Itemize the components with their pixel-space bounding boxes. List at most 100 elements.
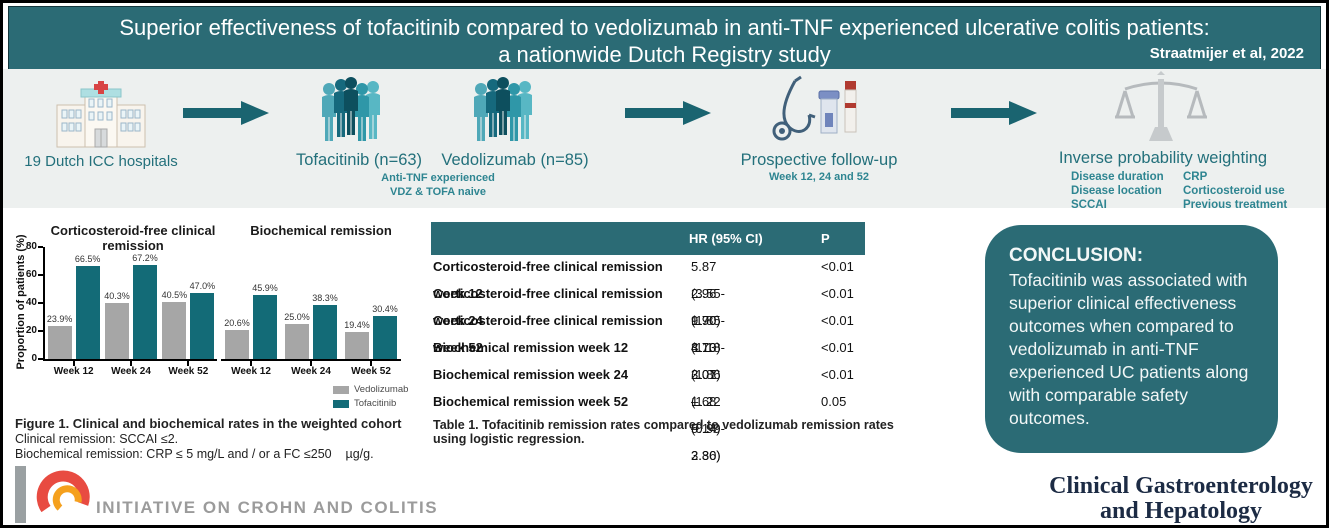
- legend-swatch: [333, 385, 349, 394]
- y-tick-label: 60: [25, 269, 37, 280]
- followup-sub: Week 12, 24 and 52: [768, 171, 870, 183]
- chart1-plot: 23.9% 66.5% Week 12 40.3% 67.2% Week 24 40.5% 4…: [26, 241, 217, 377]
- figure-caption-title: Figure 1. Clinical and biochemical rates…: [15, 416, 402, 431]
- weighting-covariates-right: CRP Corticosteroid use Previous treatmen…: [1183, 170, 1287, 212]
- bar-value-label: 45.9%: [252, 283, 278, 293]
- y-tick-mark: [38, 274, 43, 276]
- vedolizumab-group-icon: [474, 77, 532, 141]
- tofacitinib-label: Tofacitinib (n=63): [295, 151, 423, 169]
- row-label: Biochemical remission week 24: [433, 367, 629, 382]
- y-tick-label: 20: [25, 325, 37, 336]
- balance-scale-icon: [1115, 71, 1207, 141]
- table-header: HR (95% CI) P: [431, 222, 865, 255]
- flow-arrow-icon: [183, 101, 269, 125]
- y-tick-label: 80: [25, 241, 37, 252]
- x-category-label: Week 12: [231, 366, 271, 377]
- x-tick: [130, 361, 132, 366]
- bar-value-label: 40.5%: [161, 290, 188, 300]
- journal-line-2: and Hepatology: [1099, 498, 1263, 524]
- legend-entry: Vedolizumab: [333, 384, 408, 395]
- x-tick: [250, 361, 252, 366]
- covariate: Previous treatment: [1183, 199, 1288, 211]
- conclusion-heading: CONCLUSION:: [1009, 245, 1144, 266]
- x-category-label: Week 12: [53, 366, 94, 377]
- title-line-2: a nationwide Dutch Registry study: [498, 42, 831, 67]
- bar-vedolizumab-week-52: [162, 302, 187, 359]
- study-flow-strip: 19 Dutch ICC hospitals Tofacitinib (n=63…: [3, 69, 1326, 211]
- legend-entry: Tofacitinib: [333, 398, 408, 409]
- row-label: Biochemical remission week 52: [433, 394, 629, 409]
- bar-tofacitinib-week-24: [313, 305, 337, 359]
- bar-vedolizumab-week-52: [345, 332, 369, 359]
- icc-logo-text: INITIATIVE ON CROHN AND COLITIS: [96, 498, 439, 517]
- bar-vedolizumab-week-12: [225, 330, 249, 359]
- y-tick-mark: [38, 246, 43, 248]
- y-tick-label: 40: [25, 297, 37, 308]
- bar-value-label: 20.6%: [224, 318, 250, 328]
- row-hr: 2.01 (1.22 – 3.30): [691, 367, 721, 463]
- covariate: Disease location: [1071, 185, 1162, 197]
- conclusion-box: CONCLUSION: Tofacitinib was associated w…: [985, 225, 1278, 453]
- x-category-label: Week 24: [291, 366, 331, 377]
- chart2-plot: 20.6% 45.9% Week 12 25.0% 38.3% Week 24 19.4% 3…: [221, 247, 401, 377]
- x-category-label: Week 52: [168, 366, 209, 377]
- row-label: Corticosteroid-free clinical remission w…: [433, 313, 663, 355]
- bar-vedolizumab-week-24: [105, 303, 129, 359]
- row-p: 0.05: [821, 394, 847, 409]
- bar-value-label: 67.2%: [132, 253, 158, 263]
- covariate: SCCAI: [1071, 199, 1107, 211]
- row-p: <0.01: [821, 259, 854, 274]
- bar-value-label: 47.0%: [189, 281, 216, 291]
- figure-caption: Figure 1. Clinical and biochemical rates…: [15, 416, 435, 461]
- y-tick-mark: [38, 330, 43, 332]
- legend-swatch: [333, 399, 349, 408]
- row-hr: 1.90 (1.18-3.07): [691, 313, 725, 382]
- journal-line-1: Clinical Gastroenterology: [1049, 473, 1313, 499]
- row-p: <0.01: [821, 367, 854, 382]
- x-tick: [72, 361, 75, 366]
- weighting-label: Inverse probability weighting: [1058, 149, 1268, 167]
- y-tick-mark: [38, 358, 43, 360]
- table-header-hr: HR (95% CI): [689, 231, 763, 246]
- x-category-label: Week 52: [351, 366, 391, 377]
- table-header-p: P: [821, 231, 830, 246]
- covariate: CRP: [1183, 171, 1208, 183]
- row-p: <0.01: [821, 313, 854, 328]
- x-tick: [187, 361, 190, 366]
- bar-tofacitinib-week-24: [133, 265, 157, 359]
- bar-tofacitinib-week-12: [75, 266, 100, 359]
- flow-arrow-icon: [951, 101, 1037, 125]
- x-tick: [310, 361, 312, 366]
- covariate: Corticosteroid use: [1183, 185, 1285, 197]
- bar-value-label: 19.4%: [344, 320, 370, 330]
- legend-label: Vedolizumab: [354, 384, 409, 395]
- row-hr: 1.68 (0.99-2.86): [691, 394, 725, 463]
- y-tick-mark: [38, 302, 43, 304]
- y-tick-label: 0: [31, 353, 37, 364]
- x-category-label: Week 24: [111, 366, 151, 377]
- row-label: Corticosteroid-free clinical remission w…: [433, 259, 663, 301]
- cohort-note-1: Anti-TNF experienced: [381, 172, 495, 184]
- bar-tofacitinib-week-12: [253, 295, 277, 359]
- bar-tofacitinib-week-52: [190, 293, 215, 359]
- x-tick: [370, 361, 372, 366]
- followup-stethoscope-icon: [772, 75, 857, 141]
- row-hr: 2.96 (1.85-4.73): [691, 286, 725, 355]
- row-hr: 3.10 (1.86 – 5.14): [691, 340, 721, 436]
- bar-vedolizumab-week-12: [47, 326, 72, 359]
- legend-label: Tofacitinib: [354, 398, 397, 409]
- tofacitinib-group-icon: [322, 77, 380, 141]
- title-line-1: Superior effectiveness of tofacitinib co…: [119, 15, 1210, 40]
- bar-value-label: 40.3%: [104, 291, 130, 301]
- icc-logo-bar: [15, 466, 26, 523]
- conclusion-body: Tofacitinib was associated with superior…: [1009, 270, 1249, 428]
- bar-value-label: 25.0%: [284, 312, 310, 322]
- row-p: <0.01: [821, 340, 854, 355]
- row-p: <0.01: [821, 286, 854, 301]
- row-hr: 5.87 (3.55-9.70): [691, 259, 725, 328]
- row-label: Biochemical remission week 12: [433, 340, 629, 355]
- bar-vedolizumab-week-24: [285, 324, 309, 359]
- hospital-icon: [56, 81, 146, 148]
- weighting-covariates-left: Disease duration Disease location SCCAI: [1071, 170, 1164, 212]
